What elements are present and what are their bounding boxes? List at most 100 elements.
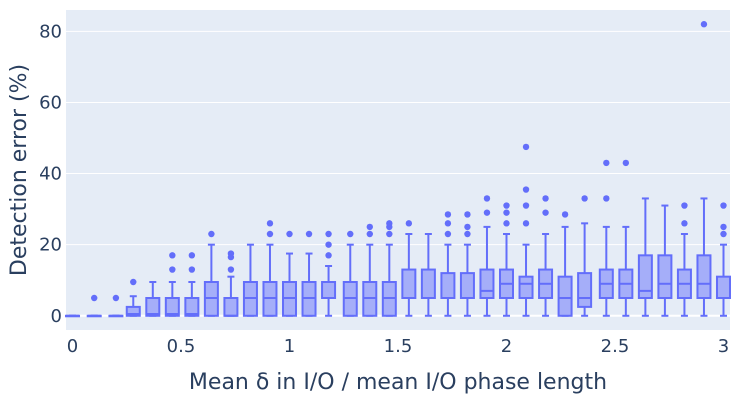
- box-item: [108, 294, 124, 318]
- box-item: [598, 159, 614, 317]
- x-axis-title: Mean δ in I/O / mean I/O phase length: [189, 370, 607, 395]
- outlier-point: [366, 230, 373, 238]
- box-item: [420, 233, 436, 317]
- box-series: [65, 21, 731, 318]
- box-body: [479, 268, 495, 299]
- outlier-point: [188, 252, 196, 259]
- outlier-point: [522, 143, 530, 151]
- outlier-point: [720, 230, 727, 238]
- box-item: [401, 220, 417, 317]
- box-item: [86, 294, 102, 318]
- outlier-point: [325, 230, 332, 238]
- outlier-point: [464, 223, 471, 231]
- y-tick-label: 60: [39, 92, 62, 113]
- outlier-point: [208, 230, 215, 238]
- outlier-point: [266, 230, 274, 238]
- box-item: [498, 202, 514, 317]
- outlier-point: [503, 209, 510, 216]
- box-body: [321, 281, 337, 299]
- box-body: [184, 297, 200, 317]
- box-item: [637, 197, 653, 317]
- box-body: [223, 297, 239, 317]
- x-tick-label: 3: [718, 336, 729, 357]
- box-body: [518, 275, 534, 299]
- box-body: [657, 254, 673, 299]
- outlier-point: [227, 250, 235, 257]
- x-axis-ticks: 0 0.5 1 1.5 2 2.5 3: [67, 336, 729, 357]
- outlier-point: [91, 294, 98, 302]
- box-body: [557, 275, 573, 317]
- outlier-point: [483, 195, 491, 202]
- y-tick-label: 20: [39, 235, 62, 256]
- outlier-point: [305, 230, 313, 238]
- outlier-point: [444, 220, 452, 227]
- box-item: [203, 230, 219, 317]
- box-body: [715, 275, 731, 299]
- box-body: [420, 268, 436, 299]
- outlier-point: [386, 220, 393, 227]
- outlier-point: [325, 241, 332, 248]
- outlier-point: [188, 266, 196, 273]
- box-item: [282, 230, 298, 317]
- outlier-point: [130, 278, 137, 286]
- box-item: [538, 195, 554, 317]
- x-tick-label: 0.5: [167, 336, 196, 357]
- outlier-point: [266, 220, 274, 227]
- outlier-point: [169, 266, 176, 273]
- outlier-point: [581, 195, 588, 202]
- outlier-point: [286, 230, 293, 238]
- box-item: [145, 281, 161, 317]
- box-body: [125, 305, 141, 317]
- outlier-point: [464, 230, 471, 238]
- outlier-point: [169, 252, 176, 259]
- box-item: [657, 204, 673, 317]
- box-item: [125, 278, 141, 317]
- outlier-point: [483, 209, 491, 216]
- box-item: [242, 243, 258, 317]
- outlier-point: [405, 220, 413, 227]
- outlier-point: [464, 211, 471, 218]
- outlier-point: [444, 230, 452, 238]
- box-body: [637, 254, 653, 299]
- box-body: [164, 297, 180, 317]
- box-item: [184, 252, 200, 317]
- box-item: [577, 195, 593, 317]
- outlier-point: [325, 252, 332, 259]
- y-axis-title: Detection error (%): [7, 64, 32, 276]
- outlier-point: [444, 211, 452, 218]
- box-body: [577, 272, 593, 308]
- x-tick-label: 2.5: [601, 336, 630, 357]
- y-tick-label: 0: [51, 306, 62, 327]
- box-item: [164, 252, 180, 317]
- box-item: [696, 21, 712, 317]
- box-item: [342, 230, 358, 317]
- outlier-point: [522, 186, 530, 193]
- box-item: [381, 220, 397, 317]
- outlier-point: [386, 230, 393, 238]
- outlier-point: [522, 220, 530, 227]
- outlier-point: [366, 223, 373, 231]
- outlier-point: [112, 294, 120, 302]
- box-body: [459, 272, 475, 300]
- box-item: [223, 250, 239, 317]
- outlier-point: [622, 159, 630, 167]
- y-tick-label: 40: [39, 164, 62, 185]
- box-item: [440, 211, 456, 317]
- box-body: [440, 272, 456, 300]
- box-item: [262, 220, 278, 317]
- box-item: [618, 159, 634, 317]
- box-item: [518, 143, 534, 317]
- box-item: [676, 202, 692, 317]
- outlier-point: [603, 159, 610, 167]
- outlier-point: [542, 195, 549, 202]
- outlier-point: [561, 211, 569, 218]
- outlier-point: [522, 202, 530, 209]
- outlier-point: [720, 202, 727, 209]
- box-item: [557, 211, 573, 317]
- outlier-point: [503, 220, 510, 227]
- outlier-point: [227, 266, 235, 273]
- box-item: [715, 202, 731, 317]
- box-item: [321, 230, 337, 317]
- outlier-point: [681, 220, 688, 227]
